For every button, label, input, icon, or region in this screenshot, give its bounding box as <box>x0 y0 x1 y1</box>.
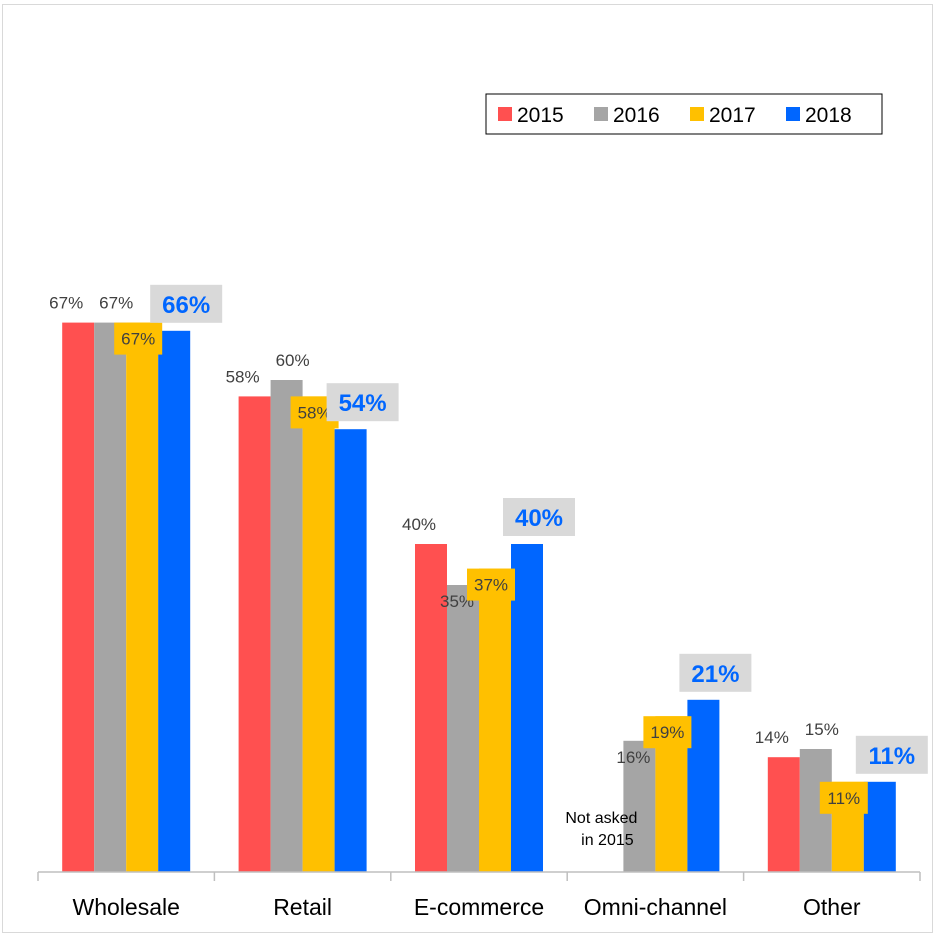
annotation-not-asked: Not asked in 2015 <box>565 810 637 849</box>
bar-e-commerce-2015 <box>415 544 447 872</box>
data-label-retail-2016: 60% <box>276 351 310 370</box>
data-label-omni-channel-2016: 16% <box>616 748 650 767</box>
legend: 2015 2016 2017 2018 <box>485 93 883 135</box>
data-label-wholesale-2018: 66% <box>162 292 210 319</box>
category-label-retail: Retail <box>273 894 332 920</box>
legend-label-2016: 2016 <box>613 104 660 127</box>
data-label-wholesale-2016: 67% <box>99 294 133 313</box>
legend-label-2017: 2017 <box>709 104 756 127</box>
data-label-wholesale-2015: 67% <box>49 294 83 313</box>
category-label-other: Other <box>803 894 861 920</box>
bar-wholesale-2016 <box>94 322 127 873</box>
data-label-wholesale-2017-box <box>114 322 163 355</box>
category-label-omni-channel: Omni-channel <box>584 894 727 920</box>
bar-retail-2016 <box>270 380 303 872</box>
data-label-other-2018-box <box>855 735 928 774</box>
bar-other-2018 <box>863 781 896 872</box>
bar-retail-2017 <box>302 396 335 872</box>
data-label-e-commerce-2017: 37% <box>474 576 508 595</box>
bar-retail-2018 <box>334 429 367 872</box>
legend-box <box>485 93 883 135</box>
data-label-other-2015: 14% <box>755 728 789 747</box>
annotation-line: in 2015 <box>581 832 634 849</box>
annotation-line: Not asked <box>565 810 637 827</box>
data-label-e-commerce-2018: 40% <box>515 505 563 532</box>
data-label-wholesale-2018-box <box>150 284 223 323</box>
data-label-omni-channel-2018: 21% <box>691 661 739 688</box>
data-label-retail-2018-box <box>326 383 399 422</box>
category-label-wholesale: Wholesale <box>73 894 180 920</box>
bar-e-commerce-2018 <box>511 544 543 872</box>
data-label-e-commerce-2018-box <box>503 498 575 536</box>
category-label-e-commerce: E-commerce <box>414 894 544 920</box>
data-label-e-commerce-2015: 40% <box>402 515 436 534</box>
data-label-e-commerce-2016: 35% <box>440 592 474 611</box>
bar-wholesale-2015 <box>62 322 95 873</box>
bar-wholesale-2018 <box>158 330 191 872</box>
legend-label-2015: 2015 <box>517 104 564 127</box>
data-label-other-2017: 11% <box>827 789 860 808</box>
data-labels-layer: 67% 67%67%66%58%60%58% 54%40%35%37%40%16%1… <box>49 284 928 849</box>
bar-omni-channel-2016 <box>623 740 656 872</box>
bar-wholesale-2017 <box>126 322 159 873</box>
legend-label-2018: 2018 <box>805 104 852 127</box>
data-label-wholesale-2017: 67% <box>121 330 155 349</box>
data-label-retail-2015: 58% <box>226 367 260 386</box>
data-label-other-2016: 15% <box>805 720 839 739</box>
data-label-retail-2017: 58% <box>298 403 332 422</box>
data-label-omni-channel-2017-box <box>643 716 692 749</box>
legend-swatch-2015 <box>498 107 512 121</box>
bar-other-2015 <box>767 757 800 872</box>
bars-layer <box>62 322 896 873</box>
legend-swatch-2017 <box>690 107 704 121</box>
legend-swatch-2018 <box>786 107 800 121</box>
data-label-other-2018: 11% <box>868 743 915 770</box>
data-label-other-2017-box <box>819 781 868 814</box>
x-axis: Wholesale Retail E-commerce Omni-channel Oth… <box>37 871 921 920</box>
chart-frame <box>2 4 933 933</box>
bar-omni-channel-2018 <box>687 699 720 872</box>
bar-retail-2015 <box>238 396 271 872</box>
bar-e-commerce-2016 <box>447 585 479 872</box>
data-label-omni-channel-2018-box <box>679 653 752 692</box>
data-label-retail-2018: 54% <box>339 390 387 417</box>
data-label-omni-channel-2017: 19% <box>650 723 684 742</box>
data-label-e-commerce-2017-box <box>467 568 515 601</box>
legend-swatch-2016 <box>594 107 608 121</box>
bar-e-commerce-2017 <box>479 568 511 872</box>
